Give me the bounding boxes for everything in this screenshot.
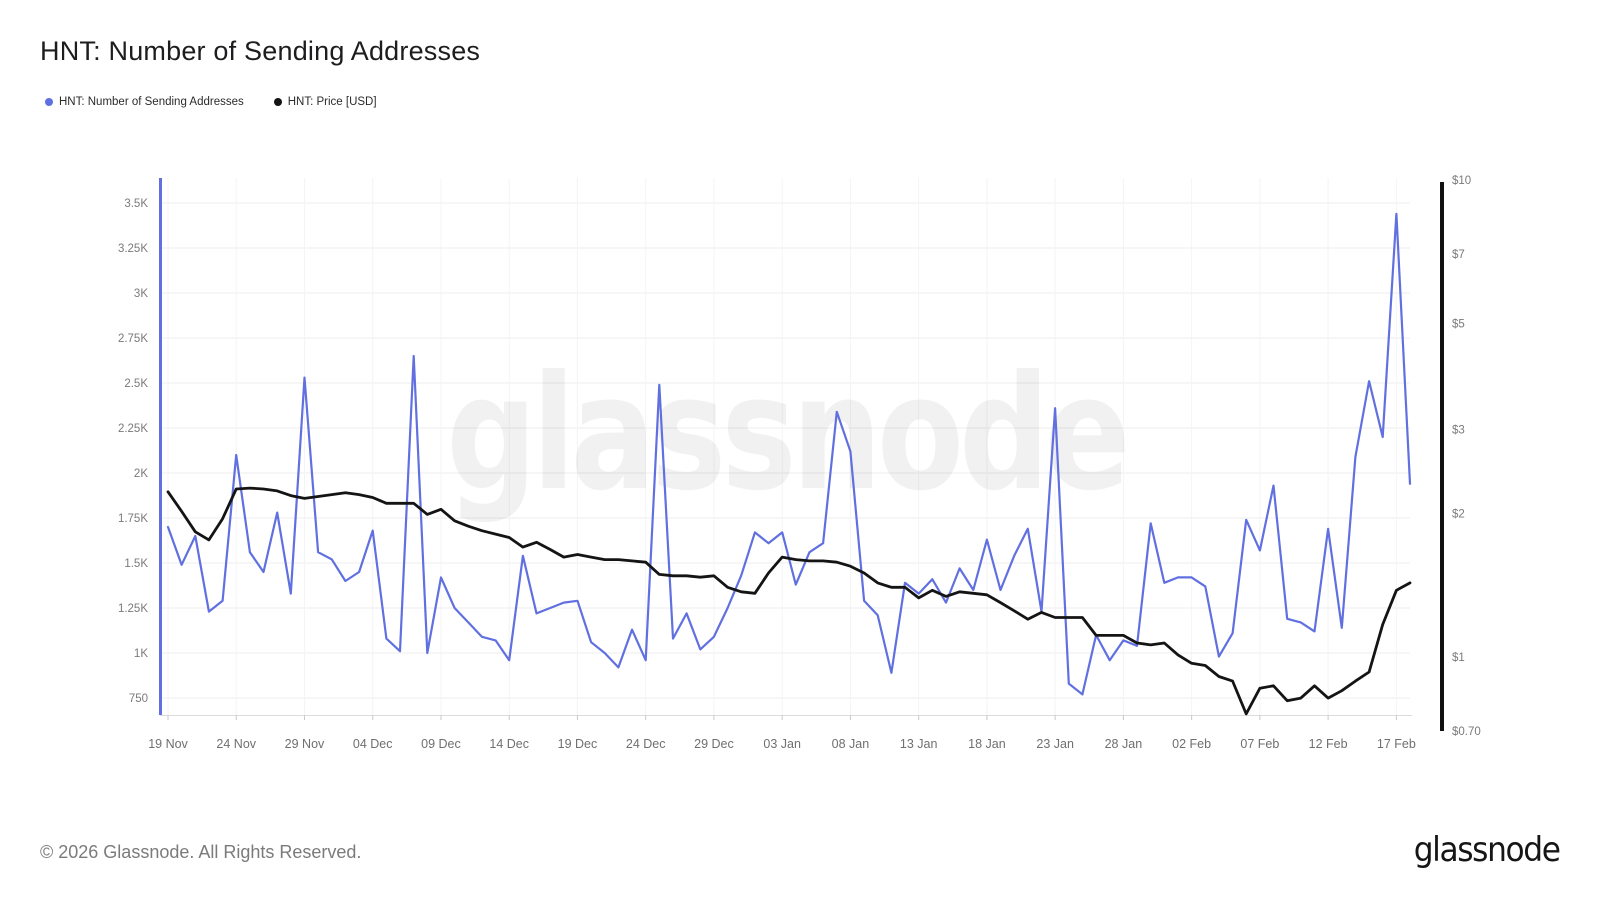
right-axis-tick-label: $3 xyxy=(1452,424,1465,436)
x-axis-tick-label: 28 Jan xyxy=(1105,737,1143,751)
left-axis-tick-label: 1K xyxy=(134,648,148,660)
x-axis-tick-label: 23 Jan xyxy=(1036,737,1074,751)
right-axis-tick-label: $5 xyxy=(1452,319,1465,331)
x-axis-tick-label: 29 Dec xyxy=(694,737,734,751)
left-axis-tick-label: 1.5K xyxy=(124,558,148,570)
left-axis-tick-label: 2.5K xyxy=(124,378,148,390)
watermark-glassnode: glassnode xyxy=(446,341,1125,525)
legend-label-sending-addresses: HNT: Number of Sending Addresses xyxy=(59,96,244,108)
right-axis-tick-label: $0.70 xyxy=(1452,726,1481,738)
right-axis-tick-label: $10 xyxy=(1452,175,1471,187)
x-axis-tick-label: 29 Nov xyxy=(285,737,325,751)
page-title: HNT: Number of Sending Addresses xyxy=(40,36,481,66)
right-axis-tick-label: $7 xyxy=(1452,249,1465,261)
x-axis-tick-label: 08 Jan xyxy=(832,737,870,751)
x-axis-tick-label: 17 Feb xyxy=(1377,737,1416,751)
glassnode-logo: glassnode xyxy=(1414,830,1561,870)
x-axis-tick-label: 24 Nov xyxy=(216,737,256,751)
left-axis-tick-label: 1.25K xyxy=(118,603,148,615)
x-axis-tick-label: 03 Jan xyxy=(763,737,801,751)
x-axis-tick-label: 07 Feb xyxy=(1240,737,1279,751)
left-axis-tick-label: 3.25K xyxy=(118,243,148,255)
series-line-price xyxy=(166,486,1412,716)
left-axis-tick-label: 1.75K xyxy=(118,513,148,525)
left-axis-tick-label: 3K xyxy=(134,288,148,300)
legend-label-price: HNT: Price [USD] xyxy=(287,96,377,108)
left-axis-tick-label: 750 xyxy=(129,693,148,705)
legend-item-price[interactable]: HNT: Price [USD] xyxy=(273,96,377,108)
x-axis-tick-label: 13 Jan xyxy=(900,737,938,751)
left-axis-tick-label: 3.5K xyxy=(124,198,148,210)
right-axis-tick-label: $1 xyxy=(1452,652,1465,664)
right-axis-tick-label: $2 xyxy=(1452,508,1465,520)
left-axis-tick-label: 2.25K xyxy=(118,423,148,435)
x-axis-tick-label: 14 Dec xyxy=(489,737,529,751)
x-axis-tick-label: 24 Dec xyxy=(626,737,666,751)
copyright-text: © 2026 Glassnode. All Rights Reserved. xyxy=(40,842,362,862)
x-axis-tick-label: 09 Dec xyxy=(421,737,461,751)
chart-legend: HNT: Number of Sending Addresses HNT: Pr… xyxy=(45,96,377,108)
x-axis-tick-label: 19 Nov xyxy=(148,737,188,751)
left-axis-tick-label: 2.75K xyxy=(118,333,148,345)
left-axis-tick-label: 2K xyxy=(134,468,148,480)
legend-dot-blue-icon xyxy=(45,98,53,106)
x-axis-tick-label: 18 Jan xyxy=(968,737,1006,751)
x-axis-tick-label: 04 Dec xyxy=(353,737,393,751)
legend-dot-black-icon xyxy=(273,98,282,106)
legend-item-sending-addresses[interactable]: HNT: Number of Sending Addresses xyxy=(45,96,244,108)
x-axis-tick-label: 12 Feb xyxy=(1309,737,1348,751)
x-axis-tick-label: 02 Feb xyxy=(1172,737,1211,751)
x-axis-tick-label: 19 Dec xyxy=(558,737,598,751)
